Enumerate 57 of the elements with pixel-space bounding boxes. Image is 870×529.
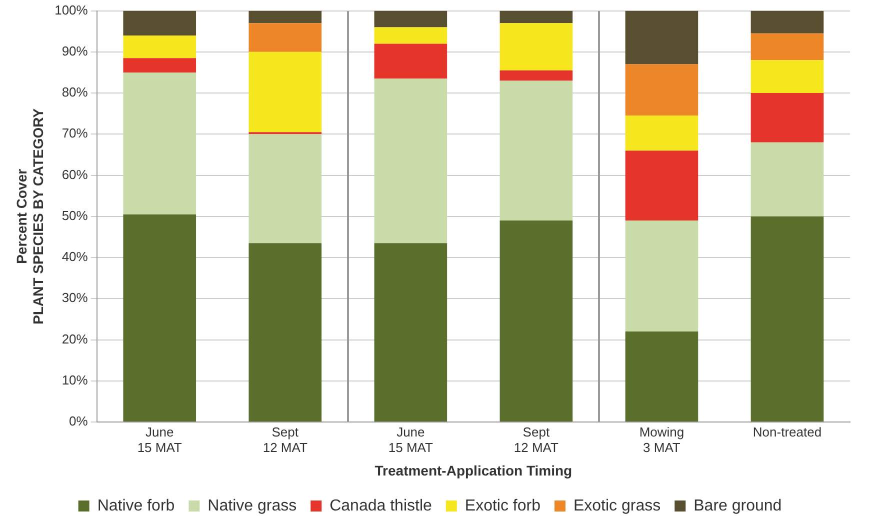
y-tick-label: 50% [62, 208, 88, 223]
x-tick-label: June 15 MAT [137, 424, 182, 455]
bar [750, 10, 824, 34]
bar [750, 33, 824, 60]
bar [123, 214, 196, 422]
x-axis-title: Treatment-Application Timing [374, 462, 572, 478]
bar [248, 243, 322, 422]
legend-label: Exotic grass [573, 497, 661, 514]
legend-label: Bare ground [694, 497, 782, 514]
bar [625, 150, 698, 221]
x-tick-label: Non-treated [752, 424, 822, 440]
bar [374, 78, 448, 244]
bar [248, 134, 322, 244]
x-tick-label: June 15 MAT [388, 424, 433, 455]
bar [625, 220, 698, 332]
bar [500, 80, 573, 221]
y-tick-label: 20% [62, 331, 88, 346]
y-tick-label: 0% [69, 414, 88, 429]
legend-label: Native grass [208, 497, 297, 514]
bar [750, 60, 824, 94]
bar [500, 220, 573, 422]
bar [750, 93, 824, 142]
bar [374, 44, 448, 79]
bar [500, 70, 573, 81]
bar [750, 216, 824, 422]
y-tick-label: 70% [62, 126, 88, 141]
y-tick-label: 100% [54, 2, 88, 18]
x-tick-label: Sept 12 MAT [514, 424, 559, 455]
bar [625, 332, 698, 422]
y-tick-label: 30% [62, 290, 88, 306]
x-tick-label: Sept 12 MAT [262, 424, 308, 455]
y-tick-label: 80% [62, 84, 88, 100]
bar [123, 72, 196, 214]
y-tick-label: 10% [62, 372, 88, 388]
bar [123, 10, 196, 36]
legend-label: Native forb [97, 497, 175, 514]
bar [625, 116, 698, 151]
bar [374, 27, 448, 44]
bar [500, 10, 573, 24]
bar [123, 35, 196, 58]
y-tick-label: 60% [62, 166, 88, 182]
bar [123, 58, 196, 72]
x-tick-label: Mowing 3 MAT [639, 424, 684, 455]
bar [374, 10, 448, 28]
y-axis-title: Percent Cover PLANT SPECIES BY CATEGORY [13, 108, 46, 324]
bar [625, 64, 698, 116]
bar [500, 23, 573, 70]
legend-label: Canada thistle [330, 497, 432, 514]
bar [750, 142, 824, 216]
bar [248, 10, 322, 24]
bar [625, 10, 698, 64]
bar [374, 243, 448, 422]
y-tick-label: 90% [62, 44, 88, 58]
y-tick-label: 40% [62, 249, 88, 264]
bar [248, 23, 322, 52]
legend-label: Exotic forb [464, 497, 541, 514]
bar [248, 52, 322, 132]
